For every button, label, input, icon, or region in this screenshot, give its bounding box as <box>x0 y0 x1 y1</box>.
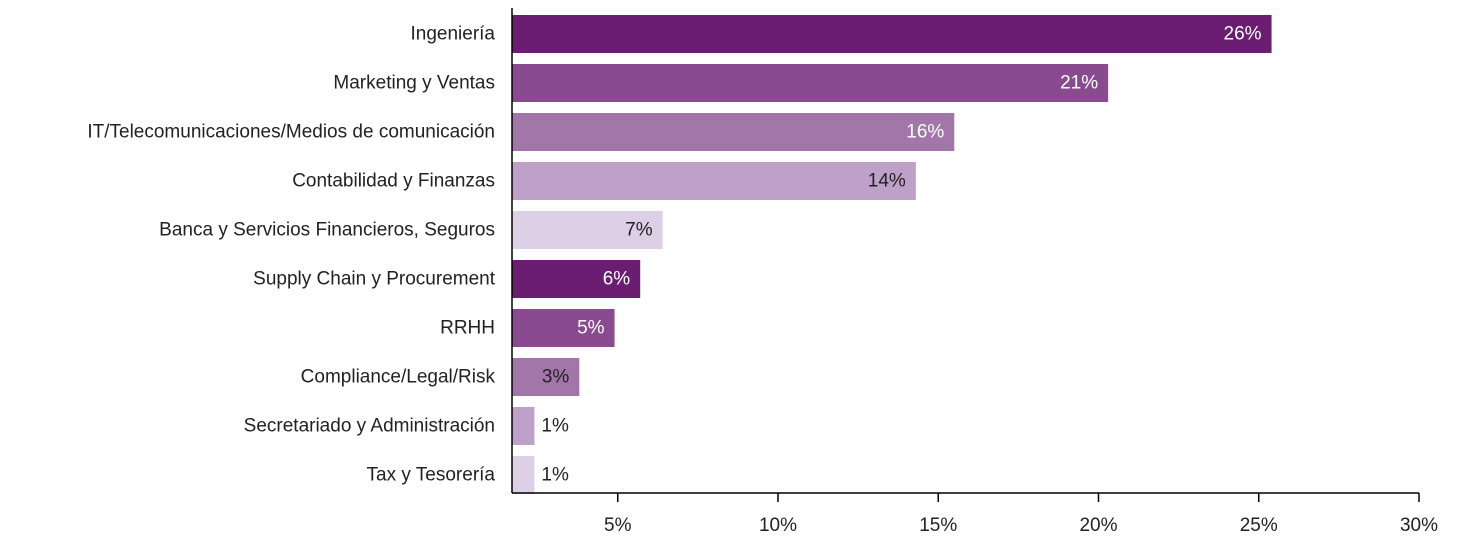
x-tick-label: 15% <box>919 515 957 536</box>
category-label-it-telecomunicaciones-medios-de-comunicacion: IT/Telecomunicaciones/Medios de comunica… <box>87 122 495 143</box>
x-tick-label: 25% <box>1240 515 1278 536</box>
value-label-supply-chain-y-procurement: 6% <box>603 269 631 290</box>
value-label-it-telecomunicaciones-medios-de-comunicacion: 16% <box>906 122 944 143</box>
value-labels-group: 26% 21% 16% 14% 7% 6% 5% 3% 1% 1% <box>541 24 1261 486</box>
value-label-tax-y-tesoreria: 1% <box>541 465 569 486</box>
value-label-rrhh: 5% <box>577 318 605 339</box>
bar-it-telecomunicaciones-medios-de-comunicacion <box>512 113 955 151</box>
category-label-tax-y-tesoreria: Tax y Tesorería <box>367 465 496 486</box>
category-label-marketing-y-ventas: Marketing y Ventas <box>333 73 495 94</box>
bar-marketing-y-ventas <box>512 64 1109 102</box>
bar-ingenieria <box>512 15 1272 53</box>
x-tick-label: 30% <box>1400 515 1438 536</box>
bars-group <box>512 15 1272 494</box>
category-label-secretariado-y-administracion: Secretariado y Administración <box>244 416 495 437</box>
category-label-compliance-legal-risk: Compliance/Legal/Risk <box>301 367 496 388</box>
category-label-contabilidad-y-finanzas: Contabilidad y Finanzas <box>292 171 495 192</box>
value-label-banca-y-servicios-financieros-seguros: 7% <box>625 220 653 241</box>
category-label-banca-y-servicios-financieros-seguros: Banca y Servicios Financieros, Seguros <box>159 220 495 241</box>
axes-group: 5% 10% 15% 20% 25% 30% <box>511 8 1438 536</box>
category-label-ingenieria: Ingeniería <box>410 24 495 45</box>
bar-compliance-legal-risk <box>512 358 580 396</box>
x-tick-label: 5% <box>604 515 632 536</box>
value-label-compliance-legal-risk: 3% <box>542 367 570 388</box>
bar-supply-chain-y-procurement <box>512 260 641 298</box>
value-label-secretariado-y-administracion: 1% <box>541 416 569 437</box>
bar-secretariado-y-administracion <box>512 407 535 445</box>
category-label-rrhh: RRHH <box>440 318 495 339</box>
bar-contabilidad-y-finanzas <box>512 162 916 200</box>
x-tick-label: 10% <box>759 515 797 536</box>
value-label-contabilidad-y-finanzas: 14% <box>868 171 906 192</box>
bar-banca-y-servicios-financieros-seguros <box>512 211 663 249</box>
bar-rrhh <box>512 309 615 347</box>
value-label-ingenieria: 26% <box>1224 24 1262 45</box>
category-label-supply-chain-y-procurement: Supply Chain y Procurement <box>253 269 496 290</box>
bar-tax-y-tesoreria <box>512 456 535 494</box>
value-label-marketing-y-ventas: 21% <box>1060 73 1098 94</box>
category-labels-group: Ingeniería Marketing y Ventas IT/Telecomun… <box>87 24 495 486</box>
x-tick-label: 20% <box>1079 515 1117 536</box>
